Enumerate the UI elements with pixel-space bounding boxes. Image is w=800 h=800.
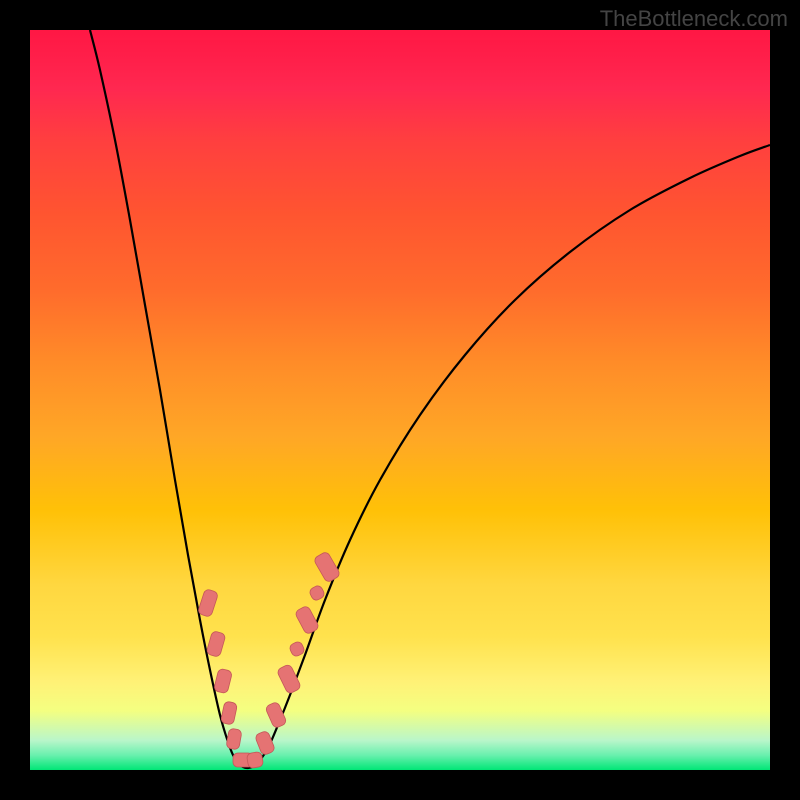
marker-point bbox=[246, 751, 263, 768]
marker-point bbox=[197, 588, 218, 617]
plot-area bbox=[30, 30, 770, 770]
marker-point bbox=[308, 584, 326, 602]
bottleneck-curve bbox=[90, 30, 770, 768]
marker-point bbox=[288, 640, 305, 657]
marker-point bbox=[213, 668, 232, 694]
marker-point bbox=[313, 551, 341, 583]
marker-point bbox=[206, 631, 226, 658]
marker-group bbox=[197, 551, 341, 769]
marker-point bbox=[226, 728, 242, 750]
marker-point bbox=[265, 701, 288, 729]
watermark-text: TheBottleneck.com bbox=[600, 6, 788, 32]
marker-point bbox=[294, 605, 319, 635]
marker-point bbox=[276, 664, 301, 695]
chart-svg bbox=[30, 30, 770, 770]
marker-point bbox=[220, 701, 237, 725]
